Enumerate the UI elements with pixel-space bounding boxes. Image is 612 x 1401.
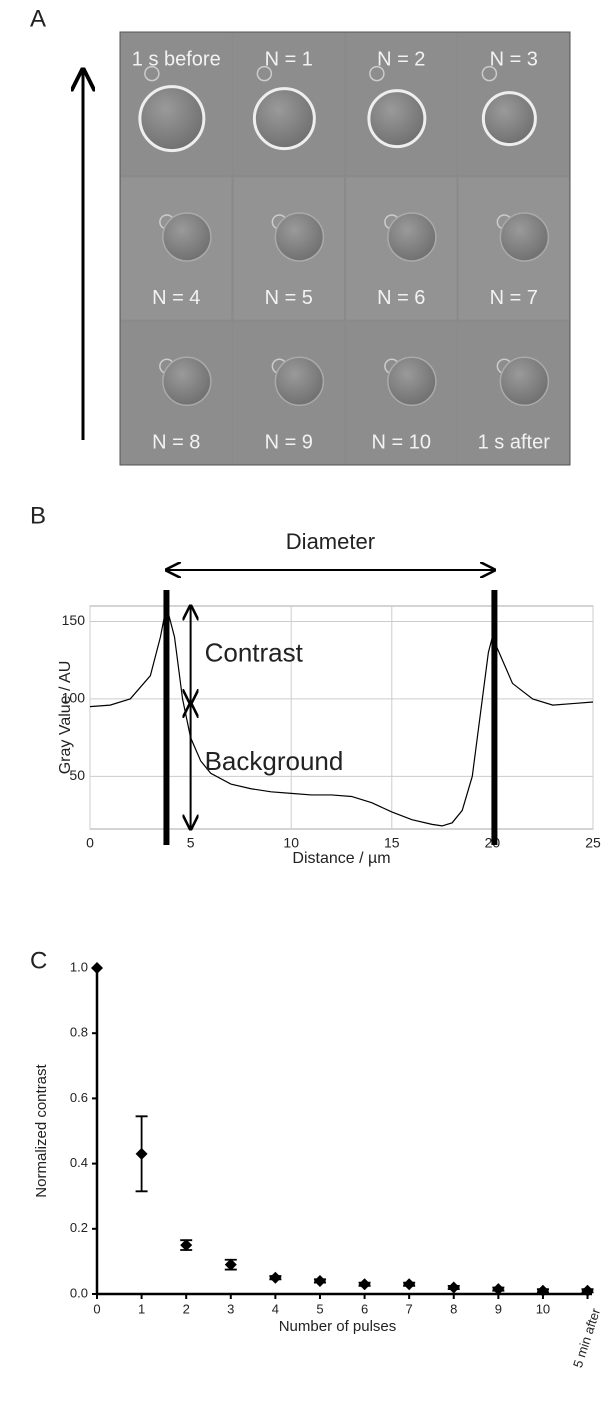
x-tick-label: 0 [93, 1301, 100, 1316]
vesicle [387, 212, 437, 262]
cell-label: 1 s before [132, 48, 221, 70]
annotation: Diameter [286, 529, 375, 554]
data-point [358, 1278, 371, 1291]
panel-label: A [30, 5, 46, 32]
x-tick-label: 3 [227, 1301, 234, 1316]
data-point [224, 1258, 237, 1271]
data-point [403, 1278, 416, 1291]
x-tick-label: 9 [495, 1301, 502, 1316]
y-tick-label: 0.0 [70, 1285, 88, 1300]
cell-label: N = 5 [265, 287, 313, 309]
cell-dot [481, 65, 498, 82]
vesicle [162, 356, 212, 407]
data-point [581, 1284, 594, 1297]
x-tick-label: 8 [450, 1301, 457, 1316]
x-tick-label: 7 [406, 1301, 413, 1316]
annotation: Background [205, 746, 344, 776]
y-tick-label: 0.4 [70, 1155, 88, 1170]
cell-label: N = 7 [490, 287, 538, 309]
y-tick-label: 0.8 [70, 1025, 88, 1040]
vesicle [387, 356, 437, 407]
x-tick-label: 10 [536, 1301, 550, 1316]
panel-label: C [30, 947, 47, 974]
x-tick-label: 5 min after [570, 1306, 603, 1370]
vesicle [138, 85, 206, 153]
cell-label: N = 3 [490, 48, 538, 70]
data-point [536, 1284, 549, 1297]
x-tick-label: 6 [361, 1301, 368, 1316]
data-point [91, 962, 103, 974]
cell-label: N = 9 [265, 431, 313, 453]
y-tick-label: 150 [62, 612, 86, 628]
vesicle [481, 91, 537, 147]
cell-label: N = 6 [377, 287, 425, 309]
cell-dot [144, 65, 160, 82]
y-tick-label: 50 [69, 767, 85, 783]
y-tick-label: 0.2 [70, 1220, 88, 1235]
cell-label: N = 10 [372, 431, 431, 453]
data-point [135, 1147, 148, 1160]
x-tick-label: 0 [86, 835, 94, 851]
x-axis-label: Number of pulses [279, 1318, 397, 1335]
x-tick-label: 4 [272, 1301, 279, 1316]
cell-label: N = 8 [152, 431, 200, 453]
x-tick-label: 15 [384, 835, 400, 851]
cell-dot [369, 65, 385, 82]
y-tick-label: 1.0 [70, 959, 88, 974]
cell-dot [256, 65, 273, 82]
x-tick-label: 25 [585, 835, 601, 851]
y-tick-label: 0.6 [70, 1090, 88, 1105]
annotation: Contrast [205, 638, 304, 668]
vesicle [274, 212, 325, 262]
data-point [269, 1271, 282, 1284]
vesicle [499, 356, 550, 407]
x-tick-label: 2 [183, 1301, 190, 1316]
x-tick-label: 10 [283, 835, 299, 851]
y-tick-label: 100 [62, 690, 86, 706]
panel-label: B [30, 502, 46, 529]
y-axis-label: Normalized contrast [33, 1063, 50, 1197]
vesicle [274, 356, 325, 407]
x-axis-label: Distance / µm [292, 850, 390, 867]
data-point [313, 1274, 326, 1287]
y-axis-label: Gray Value / AU [57, 661, 74, 775]
x-tick-label: 1 [138, 1301, 145, 1316]
x-tick-label: 5 [187, 835, 195, 851]
cell-label: N = 4 [152, 287, 200, 309]
vesicle [252, 87, 316, 151]
cell-label: N = 1 [265, 48, 313, 70]
cell-label: 1 s after [478, 431, 551, 453]
data-point [180, 1239, 193, 1252]
data-point [447, 1281, 460, 1294]
data-point [492, 1283, 505, 1296]
x-tick-label: 5 [316, 1301, 323, 1316]
vesicle [367, 89, 427, 149]
vesicle [499, 212, 550, 262]
cell-label: N = 2 [377, 48, 425, 70]
vesicle [162, 212, 212, 262]
